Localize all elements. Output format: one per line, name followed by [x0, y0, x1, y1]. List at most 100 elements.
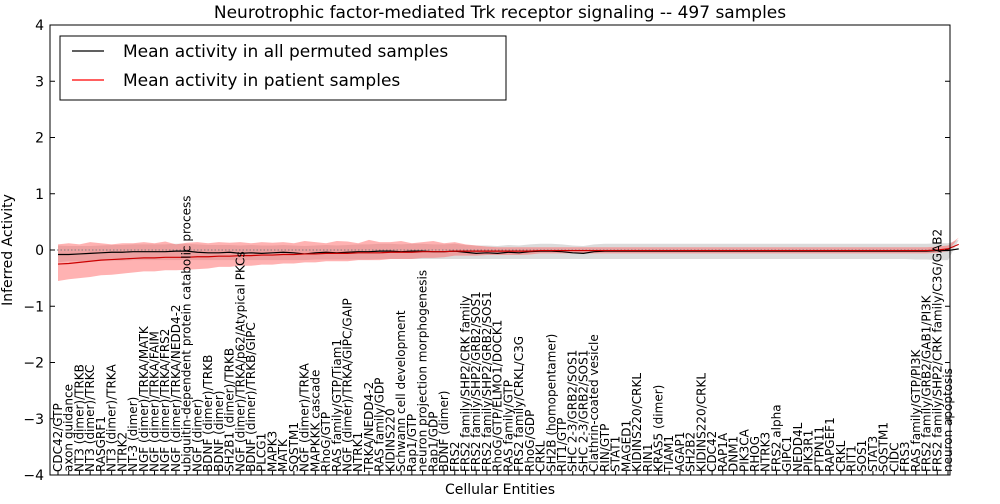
patient-band	[58, 237, 959, 281]
x-tick-label: MAPKKK cascade	[308, 370, 322, 472]
x-tick-label: NGF (dimer)/TRKA/MATK	[137, 325, 151, 472]
x-tick-label: FRS3	[898, 442, 912, 473]
x-tick-label: SH2B2	[684, 432, 698, 472]
x-tick-label: RAS family/GTP/PI3K	[909, 349, 923, 472]
legend-label-permuted: Mean activity in all permuted samples	[123, 42, 448, 62]
x-tick-label: BDNF (dimer)/TRKB	[201, 355, 215, 472]
x-tick-label: RIT1	[844, 445, 858, 472]
y-tick-label: 0	[35, 243, 44, 259]
y-tick-label: −4	[23, 468, 44, 484]
x-tick-label: RhoG/GDP	[523, 410, 537, 472]
x-tick-label: PIK3R1	[802, 430, 816, 472]
chart-title: Neurotrophic factor-mediated Trk recepto…	[214, 3, 786, 23]
x-tick-label: NT3 (dimer)/TRKA	[105, 364, 119, 472]
x-tick-label: neuron projection morphogenesis	[416, 270, 430, 472]
x-tick-label: RIN1	[641, 444, 655, 473]
x-tick-label: RAS family/GTP	[501, 380, 515, 472]
x-tick-label: SHC 2-3/GRB2/SOS1	[566, 350, 580, 472]
x-tick-label: RHOG	[748, 436, 762, 472]
x-tick-label: NT3 (dimer)/TRKC	[83, 365, 97, 472]
x-tick-label: STAT3	[866, 436, 880, 472]
x-tick-label: TRKA/NEDD4-2	[362, 382, 376, 473]
y-tick-label: −3	[23, 412, 44, 428]
x-tick-label: NGF (dimer)/TRKA/FAIM	[148, 331, 162, 472]
x-tick-label: NGF (dimer)/TRKA/GIPC/GAIP	[341, 298, 355, 472]
x-tick-label: FRS2 family/SHP2/GRB2/SOS1	[469, 291, 483, 472]
x-tick-label: RAPGEF1	[823, 417, 837, 472]
x-tick-label: PIK3CA	[737, 428, 751, 472]
plot-area	[50, 237, 959, 281]
x-tick-label: MAGED1	[619, 420, 633, 472]
x-tick-label: SHC 2-3/GRB2/SOS1	[576, 350, 590, 472]
x-tick-label: axon guidance	[62, 384, 76, 472]
x-tick-label: NTRK1	[351, 432, 365, 472]
legend-box	[59, 35, 507, 101]
x-tick-label: NT-3 (dimer)	[126, 397, 140, 472]
y-tick-label: −2	[23, 356, 44, 372]
y-tick-label: 3	[35, 74, 44, 90]
y-tick-label: 4	[35, 18, 44, 34]
x-tick-label: BDNF (dimer)	[437, 391, 451, 473]
x-tick-label: TIAM1	[662, 435, 676, 473]
x-tick-label: FRS2 family/SHP2/CRK family/C3G/GAB2	[930, 229, 944, 472]
x-tick-label: FRS2	[448, 442, 462, 473]
x-tick-label: SH2B1 (dimer)/TRKB	[223, 348, 237, 472]
x-tick-label: RASGRF1	[94, 416, 108, 472]
x-tick-label: RhoG/GTP/ELMO1/DOCK1	[491, 320, 505, 472]
x-tick-label: CRKL	[534, 440, 548, 472]
x-tick-label: SQSTM1	[287, 422, 301, 472]
x-tick-label: FRS2 family/SHP2/GRB2/SOS1	[480, 291, 494, 472]
x-tick-label: CDC42	[705, 431, 719, 472]
x-tick-label: PTPN11	[812, 426, 826, 472]
x-tick-label: SOS1	[855, 440, 869, 472]
x-tick-label: FRS2 family/SHP2/CRK family	[458, 296, 472, 472]
x-tick-label: Clathrin-coated vesicle	[587, 334, 601, 472]
x-tick-label: NT3 (dimer)/TRKB	[72, 364, 86, 472]
x-tick-label: FRS2 family/GRB2/GAB1/PI3K	[920, 294, 934, 472]
x-tick-label: KIDINS220/CRKL	[694, 373, 708, 472]
y-tick-label: 2	[35, 131, 44, 147]
x-tick-label: NGF (dimer)/TRKA/NEDD4-2	[169, 304, 183, 472]
x-tick-label: NGF (dimer)/TRKA/FRS2	[158, 329, 172, 472]
x-tick-label: MATK	[276, 438, 290, 472]
legend-label-patient: Mean activity in patient samples	[123, 71, 400, 91]
x-tick-label: CDC42/GTP	[51, 403, 65, 472]
x-tick-label: NTRK2	[115, 432, 129, 472]
x-tick-label: FRS2 family/CRKL/C3G	[512, 336, 526, 472]
x-tick-label: BDNF (dimer)	[212, 391, 226, 473]
x-tick-label: SH2B (homopentamer)	[544, 334, 558, 472]
x-tick-label: BDNF (dimer)/TRKB/GIPC	[244, 322, 258, 472]
x-tick-label: Rap1/GDP	[426, 412, 440, 473]
x-tick-label: Rap1/GTP	[405, 414, 419, 472]
x-tick-label: SQSTM1	[877, 422, 891, 472]
x-tick-label: CRKL	[834, 440, 848, 472]
y-tick-label: 1	[35, 187, 44, 203]
x-tick-label: NEDD4L	[791, 422, 805, 472]
x-tick-label: AGAP1	[673, 432, 687, 472]
patient-mean-line	[57, 243, 959, 265]
x-tick-label: neuron apoptosis	[941, 368, 955, 472]
x-tick-label: ubiquitin-dependent protein catabolic pr…	[180, 196, 194, 472]
x-tick-label: Schwann cell development	[394, 310, 408, 472]
x-tick-label: RAP1A	[716, 432, 730, 472]
x-tick-label: DNM1	[727, 436, 741, 472]
x-tick-label: NTRK3	[759, 432, 773, 472]
x-tick-label: CIDC	[887, 442, 901, 472]
x-tick-label: NGF (dimer)/TRKA	[298, 362, 312, 472]
x-tick-label: FRS2 alpha	[769, 404, 783, 472]
x-tick-label: KRAS5 (dimer)	[651, 385, 665, 472]
y-axis: −4 −3 −2 −1 0 1 2 3 4	[23, 18, 950, 484]
x-tick-label: KIDINS220/CRKL	[630, 373, 644, 472]
x-tick-label: NGF (dimer)	[190, 399, 204, 472]
x-tick-label: NGF (dimer)/TRKA/p62/Atypical PKCs	[233, 251, 247, 472]
x-tick-label: GIPC1	[780, 436, 794, 472]
x-tick-label: RAS family/GDP	[373, 378, 387, 472]
x-tick-label: KIDINS220	[383, 408, 397, 472]
x-axis-label: Cellular Entities	[445, 482, 555, 498]
x-tick-label: RhoG/GTP	[319, 412, 333, 472]
x-tick-label: MAPK3	[265, 431, 279, 472]
x-tick-label: RAS family/GTP/Tiam1	[330, 339, 344, 472]
